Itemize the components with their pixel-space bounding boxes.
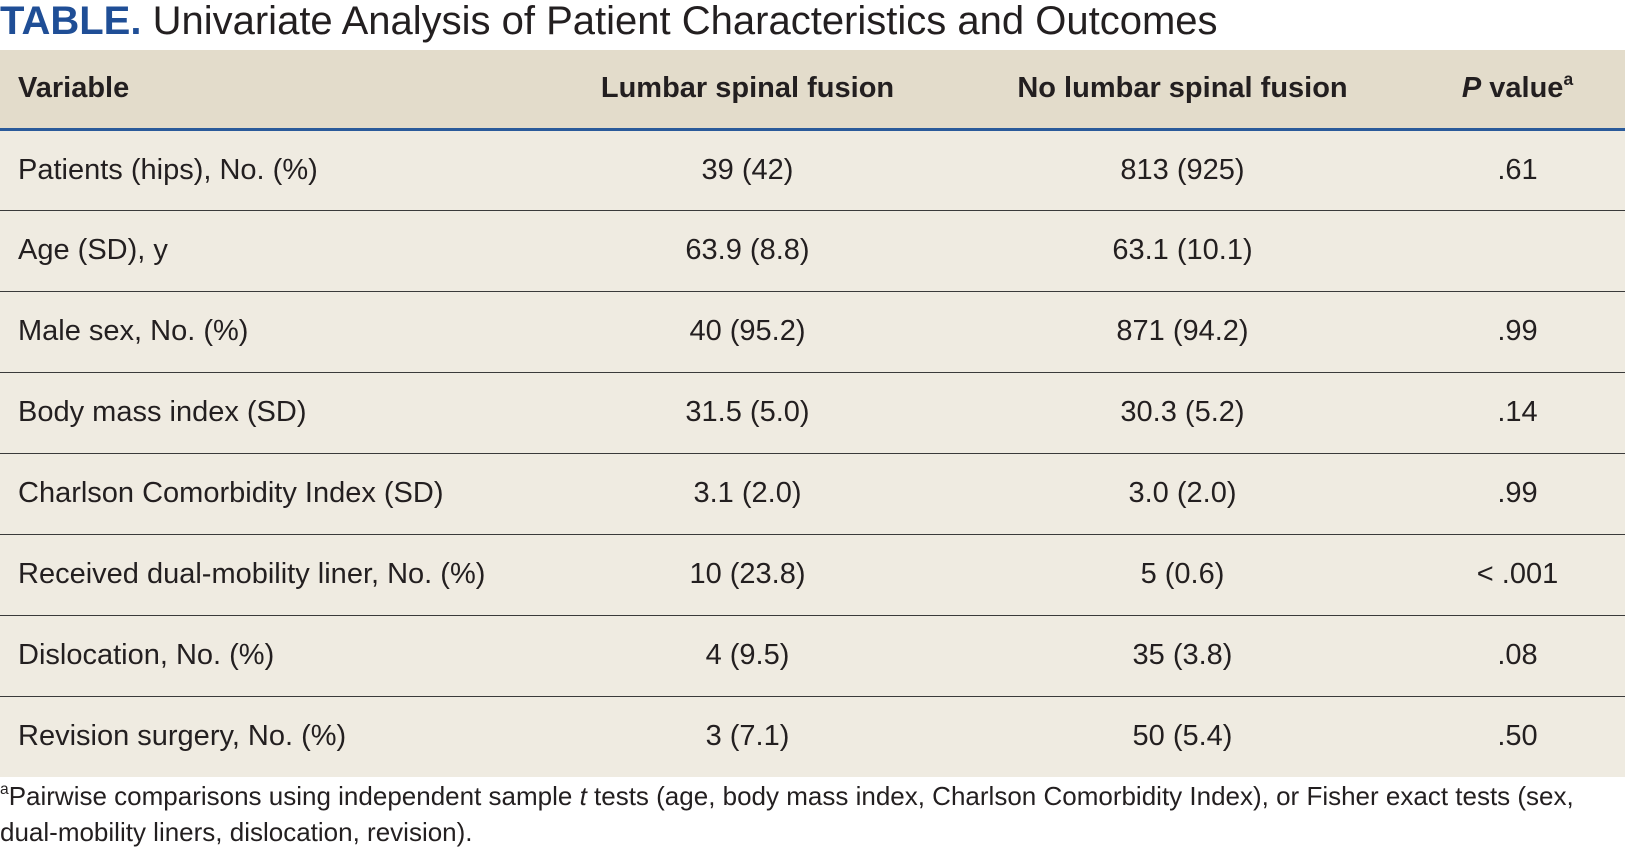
cell: .99 [1410,452,1625,534]
table-row: Age (SD), y 63.9 (8.8) 63.1 (10.1) [0,209,1625,291]
header-sup: a [1563,69,1574,90]
cell: 4 (9.5) [540,614,955,696]
table-row: Dislocation, No. (%) 4 (9.5) 35 (3.8) .08 [0,614,1625,696]
table-header: Variable Lumbar spinal fusion No lumbar sp… [0,50,1625,131]
data-table: Variable Lumbar spinal fusion No lumbar sp… [0,50,1625,777]
table-row: Patients (hips), No. (%) 39 (42) 813 (925)… [0,129,1625,210]
cell: 31.5 (5.0) [540,371,955,453]
table-row: Male sex, No. (%) 40 (95.2) 871 (94.2) .99 [0,290,1625,372]
footnote-text: tests (age, body mass index, Charlson Co… [0,781,1574,847]
footnote-text: Pairwise comparisons using independent s… [8,781,580,811]
header-cell: Lumbar spinal fusion [540,50,955,131]
row-label: Patients (hips), No. (%) [18,153,318,186]
row-label: Charlson Comorbidity Index (SD) [0,452,540,534]
table-title: TABLE. Univariate Analysis of Patient Ch… [0,0,1218,48]
row-label: Age (SD), y [0,209,540,291]
cell: .14 [1410,371,1625,453]
cell: < .001 [1410,533,1625,615]
table-row: Charlson Comorbidity Index (SD) 3.1 (2.0)… [0,452,1625,534]
header-cell: No lumbar spinal fusion [955,50,1410,131]
footnote-italic: t [579,781,587,811]
cell: 3 (7.1) [540,695,955,777]
cell: 35 (3.8) [955,614,1410,696]
header-cell: P valuea [1410,50,1625,131]
cell: .99 [1410,290,1625,372]
cell: 5 (0.6) [955,533,1410,615]
header-text: value [1481,72,1564,105]
cell: 813 (925) [1120,153,1245,186]
cell: 40 (95.2) [540,290,955,372]
cell: 39 (42) [701,153,794,186]
cell: .61 [1497,153,1538,186]
cell: 10 (23.8) [540,533,955,615]
table-row: Received dual-mobility liner, No. (%) 10 … [0,533,1625,615]
title-label: TABLE. [0,0,142,43]
row-label: Body mass index (SD) [0,371,540,453]
cell: 30.3 (5.2) [955,371,1410,453]
footnote: aPairwise comparisons using independent … [0,778,1625,850]
row-label: Dislocation, No. (%) [0,614,540,696]
table-body: Patients (hips), No. (%) 39 (42) 813 (925)… [0,129,1625,777]
table-row: Body mass index (SD) 31.5 (5.0) 30.3 (5.2)… [0,371,1625,453]
header-italic: P [1461,72,1482,105]
cell: 63.9 (8.8) [540,209,955,291]
title-text: Univariate Analysis of Patient Character… [152,0,1218,43]
header-cell: Variable [0,50,540,131]
cell: 3.1 (2.0) [540,452,955,534]
cell: 3.0 (2.0) [955,452,1410,534]
table-row: Revision surgery, No. (%) 3 (7.1) 50 (5.4)… [0,695,1625,777]
row-label: Received dual-mobility liner, No. (%) [0,533,540,615]
cell [1410,209,1625,291]
cell: .08 [1410,614,1625,696]
footnote-marker: a [0,781,9,799]
cell: 871 (94.2) [955,290,1410,372]
row-label: Revision surgery, No. (%) [0,695,540,777]
cell: 50 (5.4) [955,695,1410,777]
cell: 63.1 (10.1) [955,209,1410,291]
row-label: Male sex, No. (%) [0,290,540,372]
cell: .50 [1410,695,1625,777]
header-row: Variable Lumbar spinal fusion No lumbar sp… [0,50,1625,131]
